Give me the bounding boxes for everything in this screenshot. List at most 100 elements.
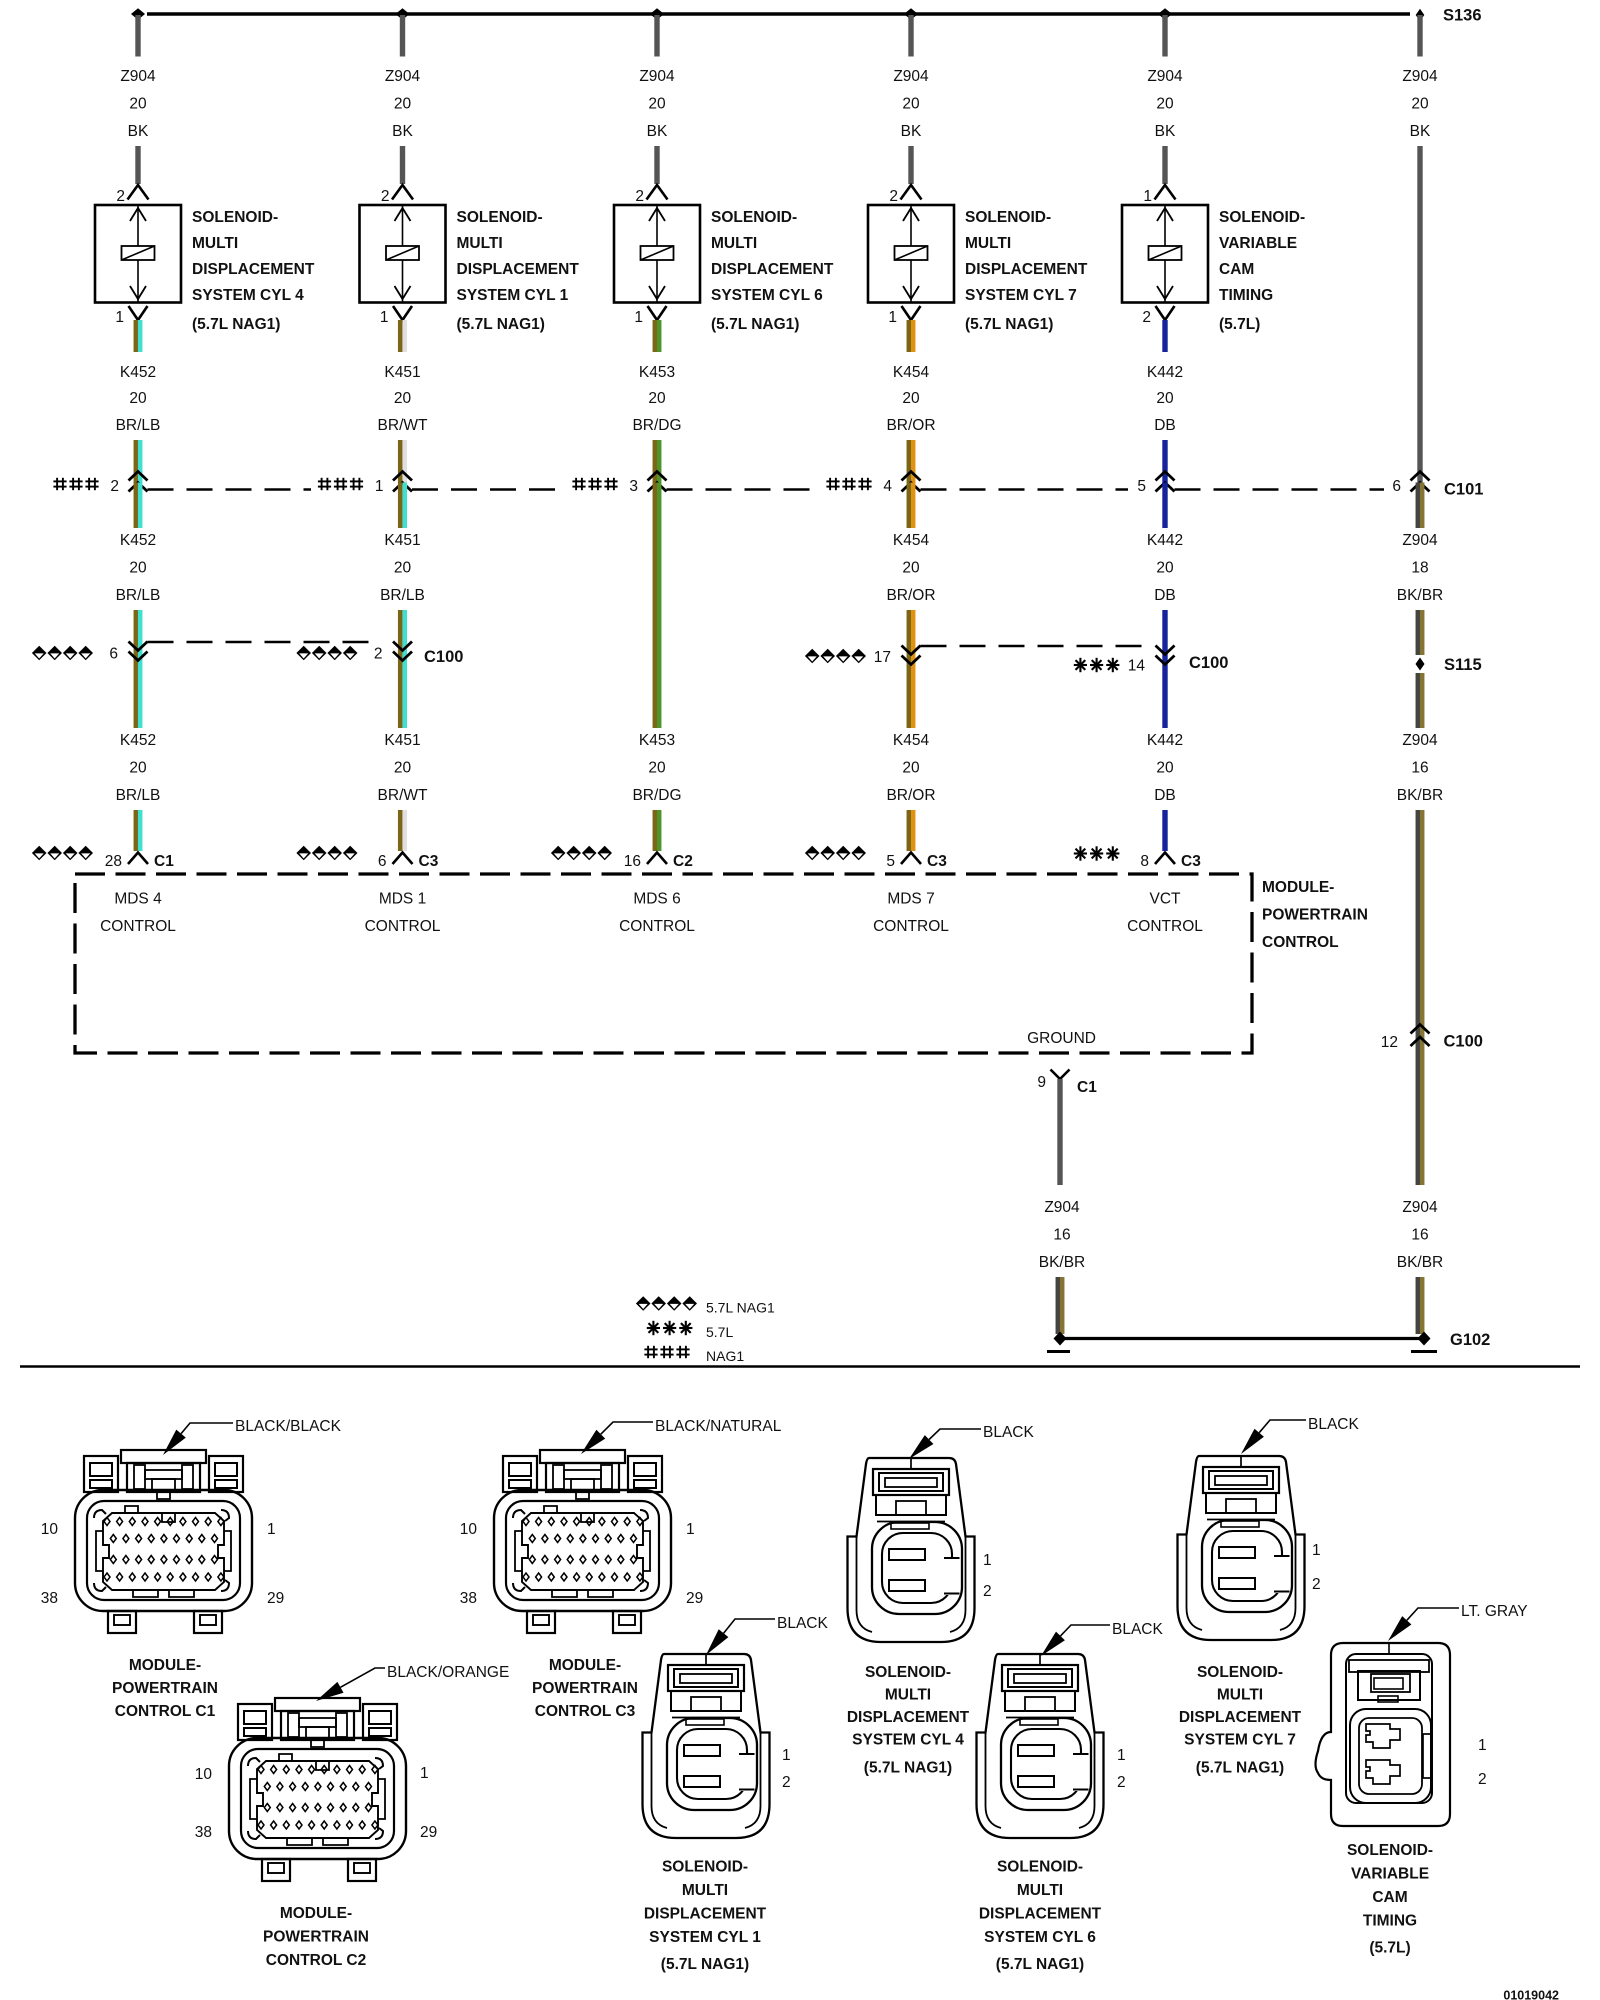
svg-text:POWERTRAIN: POWERTRAIN	[263, 1928, 369, 1945]
svg-text:Z904: Z904	[1044, 1199, 1080, 1216]
svg-text:BK: BK	[128, 123, 149, 140]
svg-text:CONTROL: CONTROL	[365, 918, 441, 935]
svg-text:BLACK/ORANGE: BLACK/ORANGE	[387, 1664, 509, 1681]
svg-text:38: 38	[460, 1590, 477, 1607]
svg-text:BK: BK	[901, 123, 922, 140]
svg-text:17: 17	[874, 649, 891, 666]
svg-text:K453: K453	[639, 364, 675, 381]
svg-text:1: 1	[267, 1521, 276, 1538]
svg-text:Z904: Z904	[1402, 1199, 1438, 1216]
svg-text:2: 2	[635, 188, 644, 205]
svg-text:2: 2	[889, 188, 898, 205]
svg-text:20: 20	[394, 760, 412, 777]
svg-text:BK/BR: BK/BR	[1397, 787, 1444, 804]
svg-text:BR/LB: BR/LB	[116, 417, 161, 434]
svg-text:(5.7L NAG1): (5.7L NAG1)	[965, 316, 1053, 333]
svg-text:SOLENOID-: SOLENOID-	[1219, 209, 1305, 226]
svg-text:SYSTEM CYL 7: SYSTEM CYL 7	[1184, 1732, 1296, 1749]
svg-text:POWERTRAIN: POWERTRAIN	[532, 1680, 638, 1697]
svg-text:20: 20	[902, 560, 920, 577]
svg-text:SYSTEM CYL 6: SYSTEM CYL 6	[984, 1929, 1096, 1946]
svg-text:29: 29	[686, 1590, 703, 1607]
svg-text:Z904: Z904	[385, 68, 421, 85]
svg-text:K451: K451	[384, 364, 420, 381]
svg-text:DISPLACEMENT: DISPLACEMENT	[711, 261, 834, 278]
svg-text:DB: DB	[1154, 417, 1176, 434]
svg-text:12: 12	[1381, 1034, 1398, 1051]
svg-text:20: 20	[1156, 560, 1174, 577]
svg-text:1: 1	[375, 478, 384, 495]
svg-text:CONTROL C1: CONTROL C1	[115, 1703, 216, 1720]
svg-text:20: 20	[129, 390, 147, 407]
svg-text:BR/DG: BR/DG	[632, 787, 681, 804]
svg-text:18: 18	[1411, 560, 1428, 577]
svg-text:1: 1	[983, 1552, 992, 1569]
svg-text:K454: K454	[893, 364, 930, 381]
svg-text:Z904: Z904	[120, 68, 156, 85]
svg-text:C2: C2	[673, 853, 693, 870]
svg-text:BK/BR: BK/BR	[1397, 587, 1444, 604]
svg-text:DISPLACEMENT: DISPLACEMENT	[192, 261, 315, 278]
svg-text:DISPLACEMENT: DISPLACEMENT	[847, 1709, 970, 1726]
svg-text:BK: BK	[1155, 123, 1176, 140]
svg-text:CONTROL C2: CONTROL C2	[266, 1952, 366, 1969]
svg-text:C1: C1	[154, 853, 174, 870]
svg-text:C3: C3	[927, 853, 947, 870]
svg-text:BR/LB: BR/LB	[116, 587, 161, 604]
svg-text:DB: DB	[1154, 787, 1176, 804]
svg-text:BR/OR: BR/OR	[886, 417, 935, 434]
svg-text:2: 2	[1478, 1771, 1487, 1788]
svg-text:20: 20	[129, 760, 147, 777]
svg-text:K442: K442	[1147, 732, 1183, 749]
svg-text:K451: K451	[384, 532, 420, 549]
svg-text:2: 2	[381, 188, 390, 205]
svg-text:Z904: Z904	[1402, 532, 1438, 549]
svg-text:16: 16	[1411, 760, 1428, 777]
svg-text:1: 1	[1478, 1737, 1487, 1754]
svg-text:5.7L: 5.7L	[706, 1324, 733, 1340]
svg-text:S115: S115	[1444, 656, 1482, 674]
svg-text:20: 20	[1156, 390, 1174, 407]
svg-text:2: 2	[116, 188, 125, 205]
svg-text:POWERTRAIN: POWERTRAIN	[1262, 907, 1368, 924]
svg-text:SOLENOID-: SOLENOID-	[662, 1859, 748, 1876]
svg-text:3: 3	[629, 478, 638, 495]
svg-text:20: 20	[902, 760, 920, 777]
svg-text:1: 1	[420, 1765, 429, 1782]
svg-text:BLACK: BLACK	[1308, 1416, 1359, 1433]
svg-text:(5.7L NAG1): (5.7L NAG1)	[711, 316, 799, 333]
svg-text:20: 20	[1156, 760, 1174, 777]
svg-text:Z904: Z904	[1147, 68, 1183, 85]
svg-text:28: 28	[105, 853, 122, 870]
svg-text:1: 1	[1312, 1542, 1321, 1559]
svg-text:BR/WT: BR/WT	[378, 787, 428, 804]
svg-text:MULTI: MULTI	[885, 1687, 931, 1704]
svg-text:MODULE-: MODULE-	[129, 1657, 201, 1674]
svg-text:SYSTEM CYL 4: SYSTEM CYL 4	[192, 287, 304, 304]
svg-text:BLACK: BLACK	[1112, 1621, 1163, 1638]
svg-text:6: 6	[378, 853, 387, 870]
svg-text:VCT: VCT	[1150, 891, 1182, 908]
svg-text:BR/OR: BR/OR	[886, 587, 935, 604]
svg-text:Z904: Z904	[639, 68, 675, 85]
svg-text:TIMING: TIMING	[1363, 1913, 1417, 1930]
svg-text:VARIABLE: VARIABLE	[1219, 235, 1297, 252]
svg-text:DISPLACEMENT: DISPLACEMENT	[965, 261, 1088, 278]
svg-text:K452: K452	[120, 364, 156, 381]
svg-text:20: 20	[1156, 96, 1174, 113]
svg-text:C1: C1	[1077, 1079, 1097, 1096]
svg-text:(5.7L NAG1): (5.7L NAG1)	[661, 1956, 749, 1973]
svg-text:SYSTEM CYL 4: SYSTEM CYL 4	[852, 1732, 964, 1749]
svg-text:(5.7L): (5.7L)	[1219, 316, 1260, 333]
svg-text:1: 1	[782, 1747, 791, 1764]
svg-text:4: 4	[883, 478, 892, 495]
svg-text:CONTROL: CONTROL	[1127, 918, 1203, 935]
svg-text:1: 1	[686, 1521, 695, 1538]
svg-text:1: 1	[634, 309, 643, 326]
svg-text:BK: BK	[1410, 123, 1431, 140]
svg-text:S136: S136	[1443, 7, 1482, 25]
svg-text:DISPLACEMENT: DISPLACEMENT	[644, 1906, 767, 1923]
svg-text:MDS 4: MDS 4	[114, 891, 162, 908]
svg-text:C100: C100	[1444, 1033, 1483, 1051]
svg-text:(5.7L NAG1): (5.7L NAG1)	[457, 316, 545, 333]
